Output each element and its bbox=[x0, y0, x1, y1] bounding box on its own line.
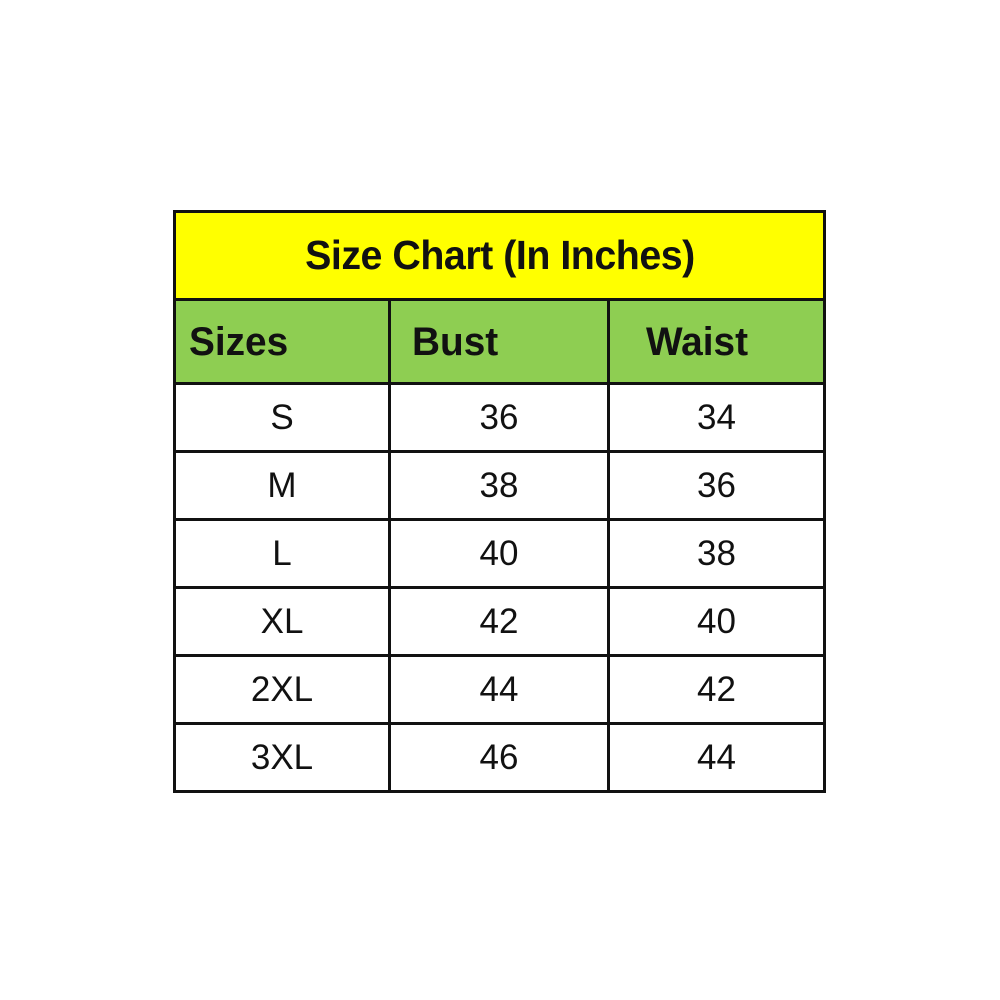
column-header-bust-label: Bust bbox=[412, 319, 499, 364]
size-chart-table: Size Chart (In Inches) Sizes Bust Waist … bbox=[173, 210, 826, 793]
cell-bust: 46 bbox=[391, 725, 610, 790]
table-body: S 36 34 M 38 36 L 40 38 XL 42 40 2XL bbox=[176, 385, 823, 790]
column-header-bust: Bust bbox=[391, 301, 610, 382]
cell-bust: 42 bbox=[391, 589, 610, 654]
size-chart-title: Size Chart (In Inches) bbox=[304, 232, 695, 278]
cell-bust: 36 bbox=[391, 385, 610, 450]
cell-size: 2XL bbox=[176, 657, 391, 722]
table-row: S 36 34 bbox=[176, 385, 823, 453]
cell-size: L bbox=[176, 521, 391, 586]
size-chart-title-row: Size Chart (In Inches) bbox=[176, 213, 823, 301]
table-row: L 40 38 bbox=[176, 521, 823, 589]
cell-waist: 42 bbox=[697, 670, 736, 709]
cell-waist: 36 bbox=[697, 466, 736, 505]
cell-size: 3XL bbox=[176, 725, 391, 790]
cell-size: M bbox=[176, 453, 391, 518]
cell-size: S bbox=[176, 385, 391, 450]
cell-bust: 44 bbox=[391, 657, 610, 722]
table-row: 2XL 44 42 bbox=[176, 657, 823, 725]
cell-bust: 38 bbox=[391, 453, 610, 518]
column-header-sizes-label: Sizes bbox=[189, 319, 289, 364]
column-header-waist-label: Waist bbox=[646, 319, 749, 364]
cell-size: XL bbox=[176, 589, 391, 654]
cell-waist: 38 bbox=[697, 534, 736, 573]
cell-waist: 44 bbox=[697, 738, 736, 777]
cell-waist: 34 bbox=[697, 398, 736, 437]
table-row: 3XL 46 44 bbox=[176, 725, 823, 790]
cell-waist: 40 bbox=[697, 602, 736, 641]
cell-bust: 40 bbox=[391, 521, 610, 586]
table-header-row: Sizes Bust Waist bbox=[176, 301, 823, 385]
table-row: XL 42 40 bbox=[176, 589, 823, 657]
column-header-waist: Waist bbox=[610, 301, 823, 382]
table-row: M 38 36 bbox=[176, 453, 823, 521]
column-header-sizes: Sizes bbox=[176, 301, 391, 382]
